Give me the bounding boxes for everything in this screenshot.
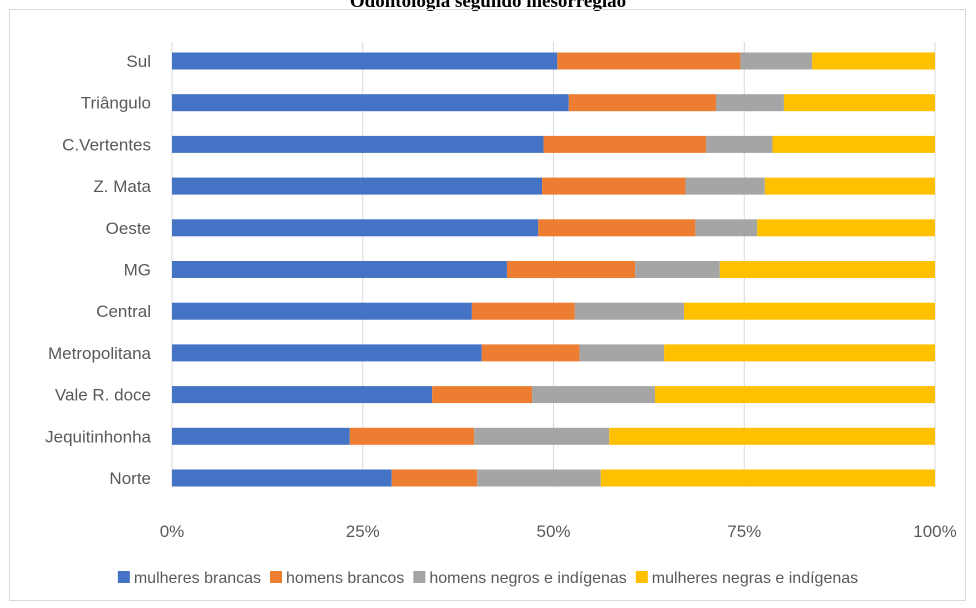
bar-segment [172, 427, 350, 445]
x-tick-label: 100% [913, 522, 956, 541]
bar-segment [172, 261, 507, 278]
bar-segment [532, 386, 655, 404]
x-tick-label: 50% [536, 522, 570, 541]
bar-segment [172, 177, 543, 195]
bar-segment [568, 94, 717, 112]
category-label: Norte [109, 469, 151, 488]
legend-item: mulheres negras e indígenas [635, 570, 858, 587]
legend-item: homens brancos [270, 570, 404, 587]
bar-segment [600, 469, 935, 487]
bar-segment [574, 302, 684, 320]
bar-segment [432, 386, 533, 404]
bar-segment [349, 427, 475, 445]
bar-segment [481, 344, 580, 362]
bar-segment [172, 135, 544, 153]
legend-item: mulheres brancas [117, 570, 261, 587]
bar-segment [654, 386, 935, 404]
legend-swatch [413, 571, 426, 583]
bar-segment [716, 94, 784, 112]
bar-segment [172, 344, 482, 362]
bar-segment [542, 177, 686, 195]
bar-segment [695, 219, 758, 237]
legend-label: homens brancos [286, 570, 404, 587]
bar-segment [664, 344, 935, 362]
bar-segment [172, 386, 433, 404]
category-label: MG [124, 261, 151, 280]
chart-frame [9, 9, 966, 601]
legend-label: mulheres negras e indígenas [652, 570, 858, 587]
category-label: Triângulo [81, 94, 151, 113]
bar-segment [757, 219, 935, 237]
bar-segment [391, 469, 478, 487]
legend-label: mulheres brancas [134, 570, 261, 587]
bar-segment [172, 52, 558, 70]
x-tick-label: 25% [346, 522, 380, 541]
category-label: Metropolitana [48, 344, 152, 363]
bar-segment [683, 302, 935, 320]
category-label: Oeste [106, 219, 151, 238]
bar-segment [609, 427, 935, 445]
bar-segment [477, 469, 601, 487]
bar-segment [538, 219, 696, 237]
x-tick-label: 75% [727, 522, 761, 541]
legend-item: homens negros e indígenas [413, 570, 627, 587]
bar-segment [172, 302, 472, 320]
legend-swatch [635, 571, 648, 583]
bar-segment [471, 302, 575, 320]
bar-segment [812, 52, 935, 70]
legend-label: homens negros e indígenas [429, 570, 626, 587]
bar-segment [719, 261, 935, 278]
bar-segment [685, 177, 765, 195]
category-label: Central [96, 302, 151, 321]
category-label: Vale R. doce [55, 386, 151, 405]
bar-segment [172, 94, 569, 112]
bar-segment [783, 94, 935, 112]
category-label: Sul [126, 52, 151, 71]
bar-segment [474, 427, 610, 445]
category-label: C.Vertentes [62, 135, 151, 154]
x-tick-label: 0% [160, 522, 185, 541]
category-label: Jequitinhonha [45, 427, 151, 446]
bar-segment [706, 135, 773, 153]
legend-swatch [270, 571, 283, 583]
bar-segment [172, 219, 539, 237]
bar-segment [772, 135, 935, 153]
bar-segment [172, 469, 392, 487]
bar-segment [635, 261, 720, 278]
legend-swatch [117, 571, 130, 583]
category-label: Z. Mata [93, 177, 151, 196]
bar-segment [579, 344, 665, 362]
bar-segment [557, 52, 741, 70]
bar-segment [506, 261, 636, 278]
bar-segment [764, 177, 935, 195]
bar-segment [740, 52, 813, 70]
bar-segment [543, 135, 707, 153]
